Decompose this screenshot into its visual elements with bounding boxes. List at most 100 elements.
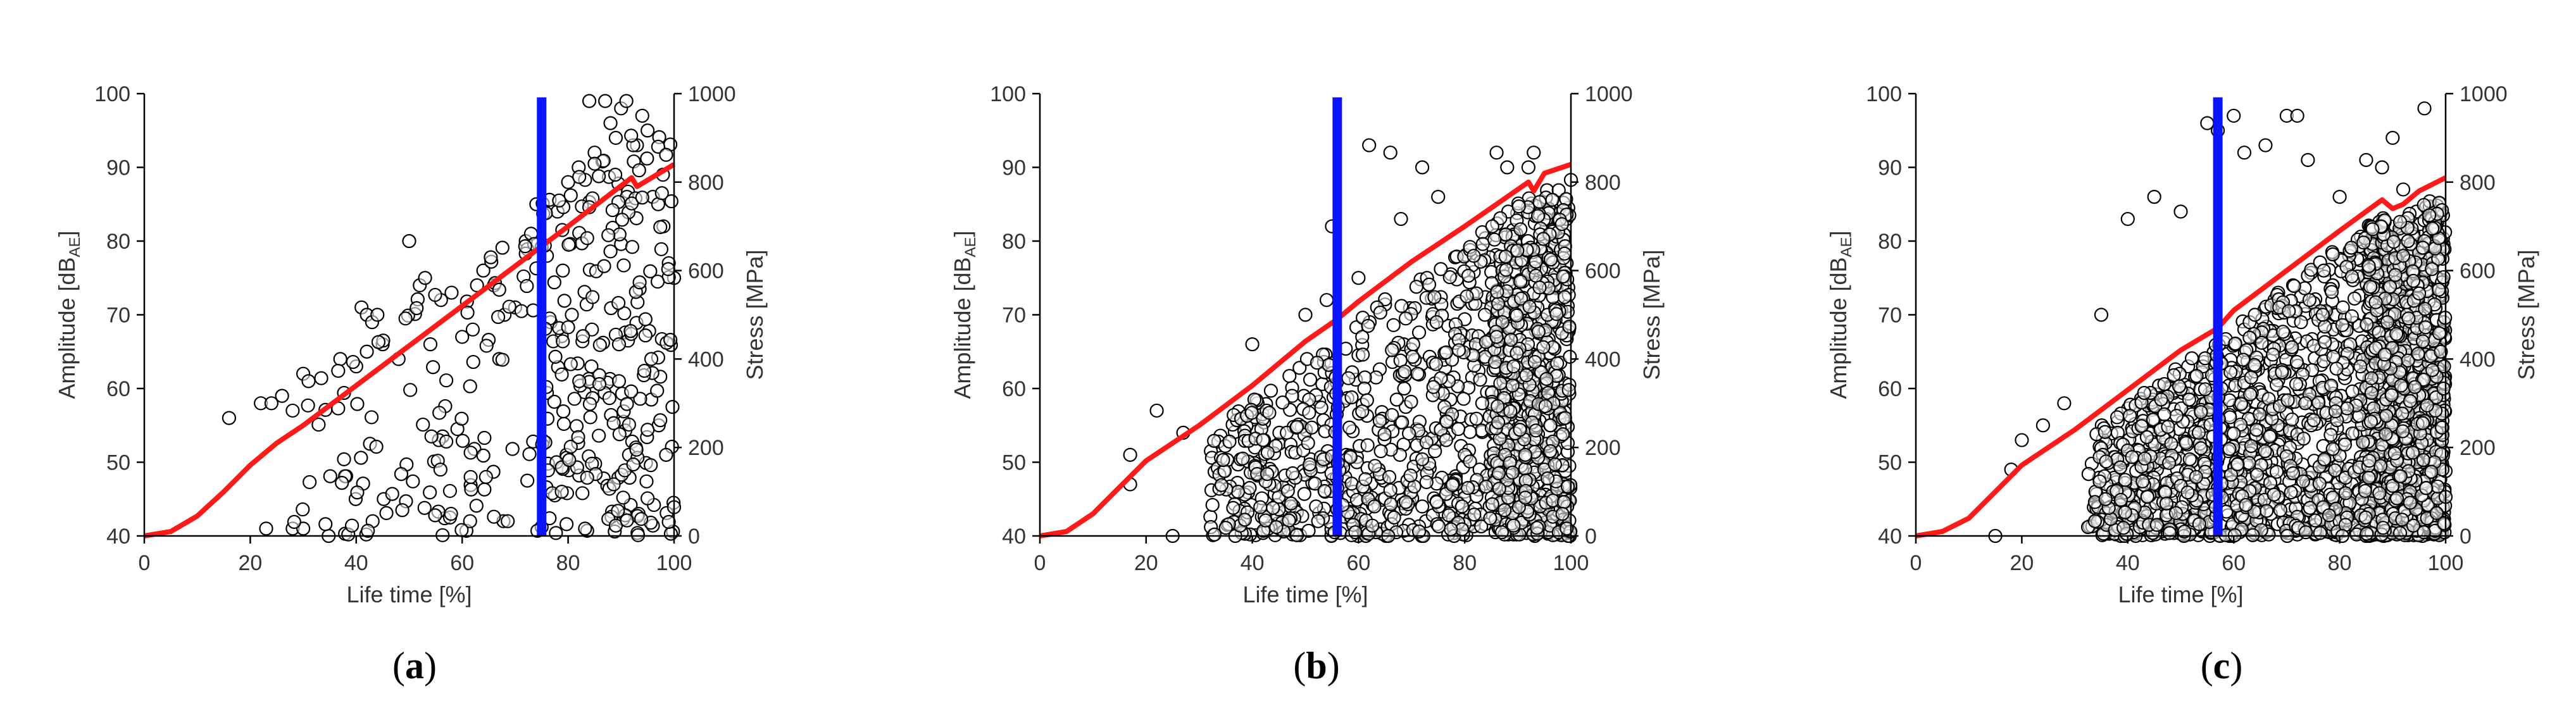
data-point	[1149, 403, 1164, 418]
data-point	[428, 287, 442, 302]
data-point	[1498, 227, 1513, 242]
data-point	[2296, 432, 2311, 446]
data-point	[556, 404, 571, 419]
data-point	[2380, 315, 2395, 330]
data-point	[2161, 456, 2177, 470]
y2-tick-label: 800	[2460, 171, 2496, 195]
data-point	[584, 359, 599, 374]
data-point	[2249, 423, 2264, 437]
data-point	[1303, 372, 1318, 387]
data-point	[1463, 454, 1477, 469]
data-point	[1506, 518, 1521, 533]
data-point	[2363, 414, 2379, 429]
data-point	[2393, 469, 2408, 483]
data-point	[603, 116, 618, 130]
data-point	[2098, 492, 2113, 506]
data-point	[559, 517, 574, 532]
data-point	[1439, 433, 1453, 447]
data-point	[2315, 308, 2330, 322]
data-point	[629, 442, 644, 457]
data-point	[659, 447, 673, 462]
data-point	[287, 514, 301, 529]
data-point	[1314, 401, 1329, 415]
data-point	[428, 508, 442, 523]
data-point	[580, 231, 594, 246]
data-point	[2154, 392, 2168, 407]
data-point	[1237, 513, 1252, 527]
data-point	[1499, 263, 1513, 277]
data-point	[2395, 406, 2410, 421]
data-point	[2328, 404, 2343, 419]
panel-caption-b: (b)	[1190, 644, 1443, 688]
data-point	[1398, 311, 1413, 326]
y-tick-label: 90	[1878, 156, 1902, 180]
data-point	[2134, 419, 2149, 433]
data-point	[587, 156, 602, 171]
data-point	[2289, 354, 2304, 370]
data-point	[547, 275, 561, 290]
data-point	[2113, 460, 2128, 475]
data-point	[369, 439, 384, 454]
y-tick-label: 80	[1878, 230, 1902, 254]
data-point	[1275, 395, 1290, 410]
data-point	[398, 311, 413, 326]
data-point	[1426, 380, 1441, 394]
data-point	[2416, 452, 2430, 468]
data-point	[442, 483, 458, 499]
y2-tick-label: 0	[1585, 525, 1597, 549]
data-point	[1489, 146, 1504, 160]
data-point	[1360, 438, 1375, 452]
data-point	[2239, 497, 2253, 513]
data-point	[1532, 195, 1547, 209]
data-point	[2425, 363, 2440, 377]
data-point	[335, 476, 349, 490]
data-point	[1310, 356, 1325, 370]
data-point	[638, 328, 653, 343]
data-point	[2092, 474, 2107, 488]
data-point	[582, 397, 597, 411]
data-point	[478, 469, 493, 484]
y-tick-label: 70	[1002, 304, 1026, 328]
data-point	[2164, 437, 2179, 451]
data-point	[2418, 302, 2432, 316]
data-point	[1405, 349, 1420, 364]
data-point	[2432, 282, 2446, 297]
data-point	[2289, 376, 2304, 392]
data-point	[1344, 390, 1359, 405]
data-point	[633, 392, 647, 406]
data-point	[1431, 190, 1446, 204]
data-point	[1503, 404, 1518, 419]
data-point	[2157, 376, 2172, 392]
data-point	[608, 168, 623, 182]
data-point	[1368, 459, 1382, 473]
data-point	[2396, 182, 2411, 197]
data-point	[1394, 299, 1409, 313]
data-point	[2258, 138, 2273, 152]
data-point	[620, 397, 634, 411]
data-point	[1518, 447, 1532, 462]
y2-tick-label: 800	[1585, 171, 1621, 195]
data-point	[661, 262, 675, 277]
data-point	[1461, 481, 1475, 495]
data-point	[640, 151, 654, 166]
y2-tick-label: 400	[1585, 347, 1621, 371]
data-point	[1385, 407, 1399, 423]
data-point	[626, 457, 641, 472]
data-point	[2368, 295, 2383, 309]
x-tick-label: 0	[1034, 551, 1046, 575]
data-point	[1561, 383, 1576, 397]
data-point	[1387, 510, 1401, 525]
data-point	[2282, 304, 2296, 318]
y-tick-label: 70	[106, 304, 130, 328]
data-point	[2401, 311, 2416, 326]
data-point	[455, 330, 470, 344]
data-point	[331, 363, 346, 378]
data-points	[222, 94, 682, 544]
data-point	[2408, 380, 2422, 394]
data-point	[2146, 412, 2161, 427]
data-point	[554, 367, 569, 382]
data-point	[2296, 474, 2310, 488]
data-point	[578, 521, 592, 536]
data-point	[561, 320, 575, 335]
data-point	[1383, 146, 1397, 160]
